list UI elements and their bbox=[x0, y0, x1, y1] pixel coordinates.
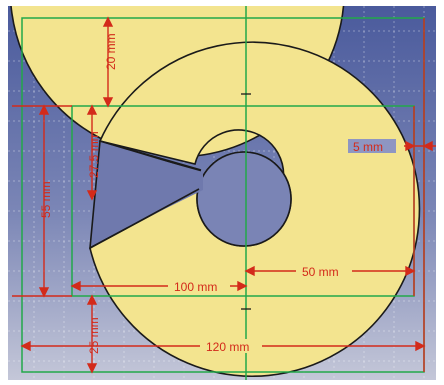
dim-inner-width: 100 mm bbox=[174, 280, 217, 294]
center-axes bbox=[245, 6, 247, 380]
sketch-viewport[interactable]: 20 mm 55 mm 27.5 mm 25 mm 5 mm 50 mm 100… bbox=[8, 6, 436, 380]
dim-bottom-margin: 25 mm bbox=[87, 317, 101, 354]
sketch-canvas[interactable]: 20 mm 55 mm 27.5 mm 25 mm 5 mm 50 mm 100… bbox=[8, 6, 436, 380]
dim-slot-offset: 27.5 mm bbox=[87, 131, 101, 178]
dim-left-height: 55 mm bbox=[39, 181, 53, 218]
dim-top-margin: 20 mm bbox=[104, 33, 118, 70]
slot-mask bbox=[94, 144, 203, 244]
slot-edge-top bbox=[99, 140, 202, 171]
center-ticks bbox=[241, 93, 251, 310]
dim-radius: 50 mm bbox=[302, 265, 339, 279]
bore-hole-overlay bbox=[196, 151, 292, 247]
dimension-labels: 20 mm 55 mm 27.5 mm 25 mm 5 mm 50 mm 100… bbox=[39, 33, 396, 354]
slot-edge-bottom bbox=[89, 188, 200, 249]
dim-right-gap: 5 mm bbox=[353, 140, 383, 154]
dim-outer-width: 120 mm bbox=[206, 340, 249, 354]
